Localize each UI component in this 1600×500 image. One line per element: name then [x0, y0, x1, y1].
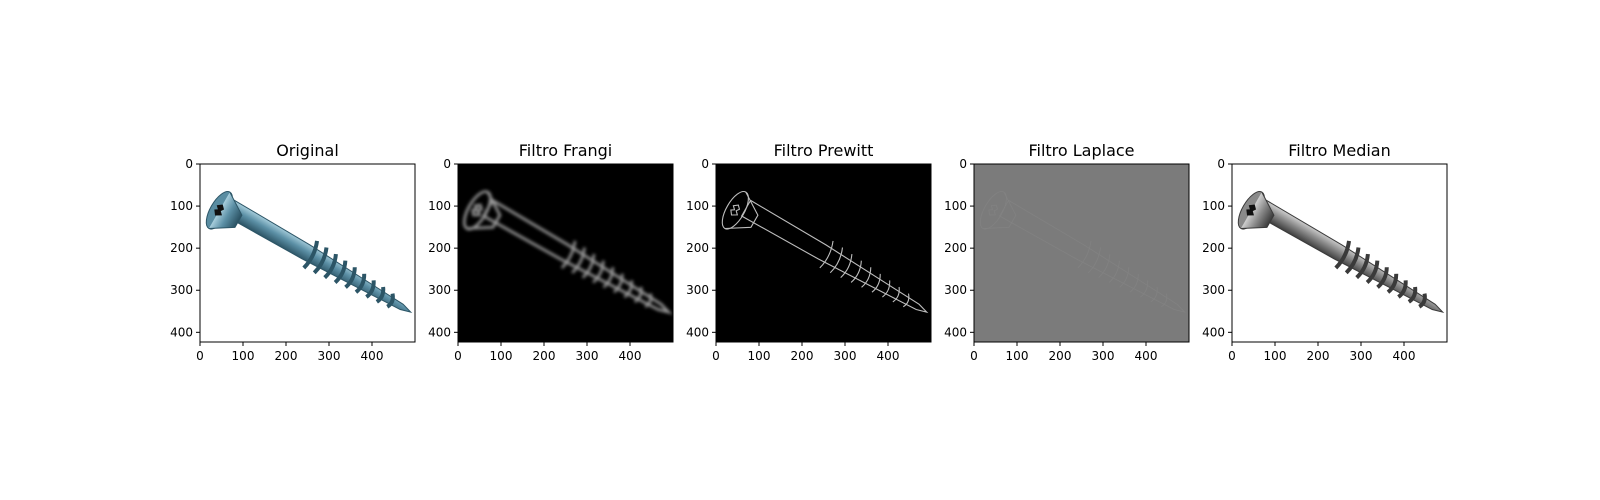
panel-title: Filtro Median — [1288, 141, 1391, 160]
x-tick-label: 200 — [533, 349, 556, 363]
y-tick-label: 300 — [944, 283, 967, 297]
y-tick-label: 300 — [686, 283, 709, 297]
x-tick-label: 400 — [1393, 349, 1416, 363]
axes-frame — [1231, 163, 1448, 343]
screw-shape — [1237, 191, 1445, 314]
image-background — [974, 164, 1189, 342]
y-tick-label: 400 — [944, 325, 967, 339]
y-tick-label: 200 — [1202, 241, 1225, 255]
x-tick-label: 400 — [877, 349, 900, 363]
y-tick-label: 0 — [443, 157, 451, 171]
y-tick-label: 100 — [686, 199, 709, 213]
x-tick-label: 100 — [490, 349, 513, 363]
image-background — [458, 164, 673, 342]
axes-frame — [199, 163, 416, 343]
x-tick-label: 200 — [791, 349, 814, 363]
y-tick-label: 200 — [944, 241, 967, 255]
x-tick-label: 400 — [619, 349, 642, 363]
y-tick-label: 0 — [701, 157, 709, 171]
y-tick-label: 300 — [1202, 283, 1225, 297]
y-tick-label: 400 — [1202, 325, 1225, 339]
x-tick-label: 200 — [1307, 349, 1330, 363]
panel-image — [1232, 164, 1447, 342]
y-tick-label: 200 — [428, 241, 451, 255]
axes-frame — [715, 163, 932, 343]
y-tick-label: 400 — [686, 325, 709, 339]
x-tick-label: 300 — [834, 349, 857, 363]
x-tick-label: 0 — [454, 349, 462, 363]
screw-shape — [205, 191, 413, 314]
y-tick-label: 200 — [170, 241, 193, 255]
y-tick-label: 400 — [170, 325, 193, 339]
panel-image — [974, 164, 1189, 342]
x-tick-label: 0 — [196, 349, 204, 363]
x-tick-label: 200 — [1049, 349, 1072, 363]
screw-shape — [462, 190, 673, 315]
x-tick-label: 0 — [1228, 349, 1236, 363]
y-tick-label: 0 — [959, 157, 967, 171]
screw-shape — [979, 191, 1186, 313]
x-tick-label: 200 — [275, 349, 298, 363]
y-tick-label: 400 — [428, 325, 451, 339]
y-tick-label: 0 — [185, 157, 193, 171]
x-tick-label: 0 — [970, 349, 978, 363]
y-tick-label: 300 — [170, 283, 193, 297]
x-tick-label: 400 — [1135, 349, 1158, 363]
axes-frame — [973, 163, 1190, 343]
x-tick-label: 100 — [1006, 349, 1029, 363]
panel-title: Filtro Laplace — [1028, 141, 1134, 160]
panel-image — [716, 164, 931, 342]
y-tick-label: 300 — [428, 283, 451, 297]
axes-frame — [457, 163, 674, 343]
x-tick-label: 300 — [1350, 349, 1373, 363]
panel-title: Original — [276, 141, 339, 160]
image-background — [716, 164, 931, 342]
y-tick-label: 0 — [1217, 157, 1225, 171]
panel-title: Filtro Frangi — [519, 141, 612, 160]
x-tick-label: 0 — [712, 349, 720, 363]
panel-image — [458, 164, 673, 342]
panel-image — [200, 164, 415, 342]
x-tick-label: 300 — [576, 349, 599, 363]
y-tick-label: 100 — [1202, 199, 1225, 213]
screw-shape — [721, 190, 929, 314]
y-tick-label: 100 — [428, 199, 451, 213]
x-tick-label: 100 — [232, 349, 255, 363]
x-tick-label: 300 — [1092, 349, 1115, 363]
panel-title: Filtro Prewitt — [774, 141, 874, 160]
x-tick-label: 100 — [748, 349, 771, 363]
x-tick-label: 400 — [361, 349, 384, 363]
y-tick-label: 100 — [944, 199, 967, 213]
y-tick-label: 200 — [686, 241, 709, 255]
x-tick-label: 100 — [1264, 349, 1287, 363]
y-tick-label: 100 — [170, 199, 193, 213]
x-tick-label: 300 — [318, 349, 341, 363]
